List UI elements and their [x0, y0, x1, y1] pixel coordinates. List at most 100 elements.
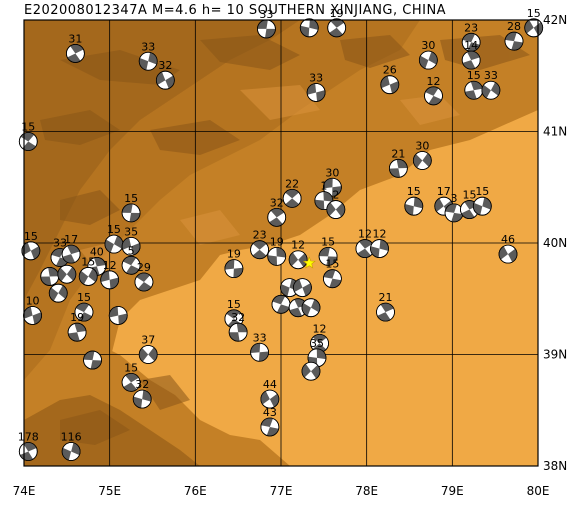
event-depth-label: 33 [309, 71, 323, 84]
event-depth-label: 19 [70, 311, 84, 324]
lat-tick-label: 39N [543, 348, 567, 362]
event-depth-label: 3 [451, 192, 458, 205]
focal-mechanism-beachball [260, 417, 280, 437]
event-depth-label: 23 [464, 21, 478, 34]
focal-mechanism-beachball [260, 389, 280, 409]
event-depth-label: 15 [475, 185, 489, 198]
focal-mechanism-beachball [301, 361, 321, 381]
event-depth-label: 26 [383, 64, 397, 77]
focal-mechanism-beachball [121, 372, 141, 392]
focal-mechanism-beachball [301, 298, 321, 318]
lon-tick-label: 76E [184, 484, 207, 498]
event-depth-label: 15 [81, 255, 95, 268]
focal-mechanism-beachball [326, 200, 346, 219]
event-depth-label: 40 [90, 245, 104, 258]
axis-labels: 74E 75E 76E 77E 78E 79E 80E 38N 39N 40N 41N 42N [13, 13, 568, 498]
event-depth-label: 5 [128, 244, 135, 257]
focal-mechanism-beachball [78, 267, 98, 286]
event-depth-label: 33 [141, 40, 155, 53]
focal-mechanism-beachball [504, 31, 524, 51]
event-depth-label: 37 [141, 334, 155, 347]
event-depth-label: 15 [107, 223, 121, 236]
event-depth-label: 15 [527, 7, 541, 20]
lon-tick-label: 78E [355, 484, 378, 498]
focal-mechanism-beachball [138, 345, 158, 364]
event-depth-label: 32 [135, 378, 149, 391]
focal-mechanism-beachball [121, 203, 141, 223]
focal-mechanism-beachball [108, 306, 128, 325]
focal-mechanism-beachball [257, 19, 276, 39]
event-depth-label: 33 [484, 69, 498, 82]
event-depth-label: 12 [373, 228, 387, 241]
map-frame [23, 19, 539, 467]
focal-mechanism-beachball [498, 244, 518, 264]
focal-mechanism-beachball [370, 239, 389, 258]
focal-mechanism-beachball [288, 250, 308, 270]
event-depth-label: 178 [18, 431, 39, 444]
focal-mechanism-beachball [306, 83, 326, 102]
event-depth-label: 1 [320, 180, 327, 193]
lon-tick-label: 75E [98, 484, 121, 498]
lon-tick-label: 80E [527, 484, 550, 498]
focal-mechanism-beachball [228, 322, 248, 342]
focal-mechanism-beachball [464, 80, 484, 100]
event-depth-label: 33 [259, 8, 273, 21]
event-depth-label: 21 [391, 147, 405, 160]
event-depth-label: 21 [379, 291, 393, 304]
event-depth-label: 44 [263, 378, 277, 391]
focal-mechanism-beachball [224, 259, 244, 279]
lat-tick-label: 41N [543, 125, 567, 139]
focal-mechanism-beachball [293, 278, 312, 298]
event-depth-label: 12 [291, 239, 305, 252]
event-depth-label: 14 [464, 39, 478, 52]
lat-tick-label: 38N [543, 459, 567, 473]
focal-mechanism-beachball [376, 302, 395, 322]
event-depth-label: 17 [64, 233, 78, 246]
event-depth-label: 35 [310, 337, 324, 350]
focal-mechanism-beachball [299, 18, 319, 38]
event-depth-label: 15 [124, 361, 138, 374]
focal-mechanism-beachball [48, 283, 68, 303]
focal-mechanism-beachball [424, 86, 443, 106]
focal-mechanism-beachball [461, 32, 481, 52]
event-depth-label: 28 [507, 20, 521, 33]
event-depth-label: 15 [462, 189, 476, 202]
event-depth-label: 35 [124, 225, 138, 238]
event-depth-label: 30 [415, 139, 429, 152]
event-depth-label: 10 [26, 294, 40, 307]
focal-mechanism-beachball [327, 18, 347, 38]
focal-mechanism-beachball [271, 294, 291, 314]
focal-mechanism-beachball [66, 44, 85, 63]
event-depth-label: 32 [231, 311, 245, 324]
event-depth-label: 43 [263, 406, 277, 419]
focal-mechanism-beachball [322, 269, 342, 289]
focal-mechanism-beachball [524, 18, 544, 38]
event-depth-label: 30 [325, 166, 339, 179]
event-depth-label: 31 [68, 32, 82, 45]
focal-mechanism-beachball [104, 234, 124, 254]
focal-mechanism-beachball [132, 389, 152, 409]
focal-mechanism-beachball [412, 151, 432, 170]
event-depth-label: 19 [330, 7, 344, 20]
focal-mechanism-beachball [461, 50, 481, 70]
event-depth-label: 30 [421, 39, 435, 52]
focal-mechanism-beachball [61, 244, 81, 264]
event-depth-label: 15 [467, 69, 481, 82]
event-depth-label: 12 [313, 322, 327, 335]
focal-mechanism-beachball [388, 158, 408, 178]
focal-mechanism-beachball [67, 322, 87, 342]
focal-mechanism-beachball [57, 264, 77, 284]
event-depth-label: 22 [285, 177, 299, 190]
focal-mechanism-beachball [404, 196, 424, 216]
focal-mechanism-beachball [318, 246, 338, 266]
lon-tick-label: 77E [270, 484, 293, 498]
event-depth-label: 12 [358, 228, 372, 241]
focal-mechanism-beachball [250, 342, 269, 362]
map-title: E202008012347A M=4.6 h= 10 SOUTHERN XINJ… [24, 3, 447, 18]
focal-mechanism-beachball [418, 50, 438, 70]
focal-mechanism-beachball [121, 255, 141, 275]
lat-tick-label: 40N [543, 236, 567, 250]
event-depth-label: 33 [253, 331, 267, 344]
focal-mechanism-beachball [134, 272, 154, 292]
